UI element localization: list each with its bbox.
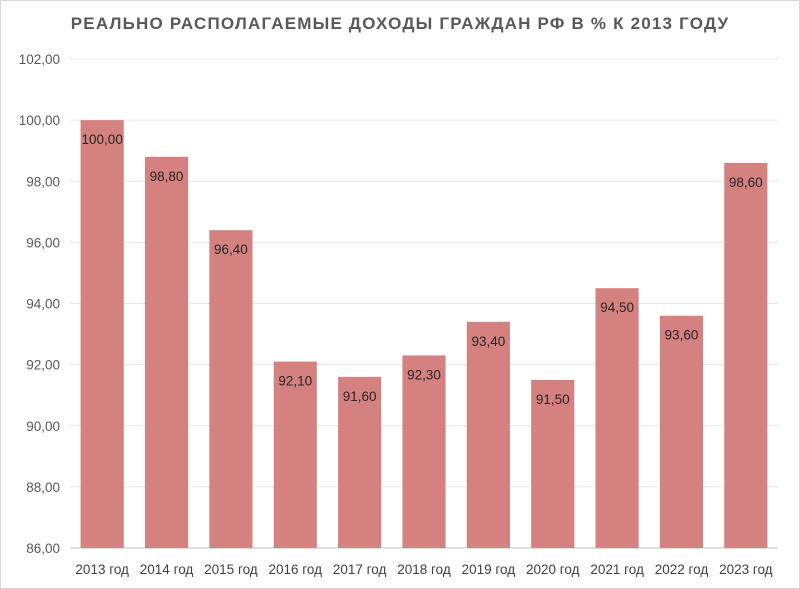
data-label: 91,50: [536, 392, 570, 407]
data-labels: 100,00 98,80 96,40 92,10 91,60 92,30 93,40 91,5…: [82, 132, 763, 407]
y-tick-label: 96,00: [26, 235, 60, 250]
bar: [402, 355, 446, 548]
bar: [724, 162, 768, 548]
y-tick-label: 86,00: [26, 541, 60, 556]
bar: [466, 321, 510, 548]
bar: [659, 315, 704, 548]
data-label: 94,50: [600, 300, 634, 315]
bar: [338, 376, 382, 548]
y-axis-tick-labels: 86,00 88,00 90,00 92,00 94,00 96,00 98,00 100,0…: [19, 52, 60, 556]
y-tick-label: 102,00: [19, 52, 60, 67]
x-axis-category-labels: 2013 год 2014 год 2015 год 2016 год 2017 год…: [75, 562, 772, 577]
bars: [80, 120, 768, 549]
data-label: 98,60: [729, 175, 763, 190]
data-label: 93,60: [665, 328, 699, 343]
data-label: 98,80: [150, 169, 184, 184]
x-category-label: 2013 год: [75, 562, 129, 577]
bar: [273, 361, 317, 548]
chart-title: РЕАЛЬНО РАСПОЛАГАЕМЫЕ ДОХОДЫ ГРАЖДАН РФ …: [70, 14, 730, 33]
x-category-label: 2015 год: [204, 562, 258, 577]
data-label: 93,40: [471, 334, 505, 349]
x-category-label: 2022 год: [655, 562, 709, 577]
y-tick-label: 98,00: [26, 174, 60, 189]
data-label: 92,10: [278, 374, 312, 389]
x-category-label: 2019 год: [462, 562, 516, 577]
y-tick-label: 88,00: [26, 480, 60, 495]
y-tick-label: 90,00: [26, 419, 60, 434]
bar: [209, 230, 253, 548]
bar: [144, 156, 189, 549]
bar: [595, 288, 639, 548]
data-label: 91,60: [343, 389, 377, 404]
y-tick-label: 94,00: [26, 297, 60, 312]
x-category-label: 2021 год: [590, 562, 644, 577]
data-label: 100,00: [82, 132, 123, 147]
data-label: 96,40: [214, 242, 248, 257]
x-category-label: 2017 год: [333, 562, 387, 577]
x-category-label: 2023 год: [719, 562, 773, 577]
y-tick-label: 92,00: [26, 358, 60, 373]
y-tick-label: 100,00: [19, 113, 60, 128]
data-label: 92,30: [407, 367, 441, 382]
x-category-label: 2020 год: [526, 562, 580, 577]
x-category-label: 2016 год: [269, 562, 323, 577]
x-category-label: 2014 год: [140, 562, 194, 577]
bar: [80, 120, 124, 548]
x-category-label: 2018 год: [397, 562, 451, 577]
bar: [531, 379, 575, 548]
